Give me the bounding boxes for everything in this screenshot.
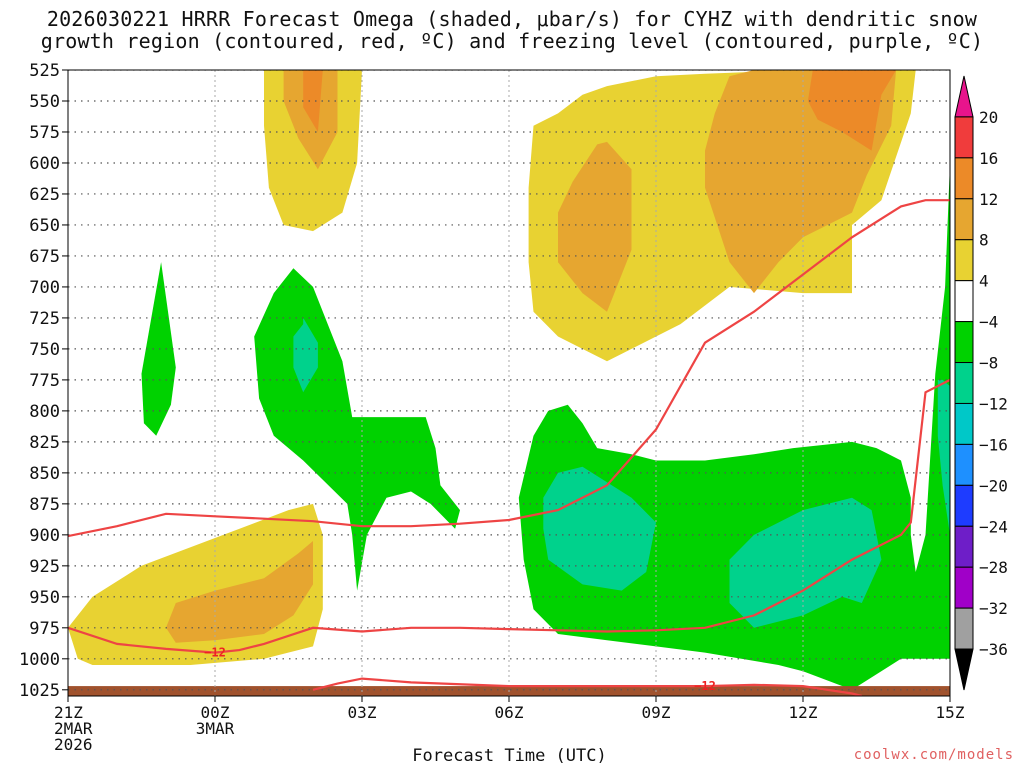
colorbar-bin-11	[954, 525, 974, 568]
colorbar-bin-7	[954, 362, 974, 404]
y-tick-label-850: 850	[29, 464, 60, 484]
colorbar-bin-6	[954, 321, 974, 364]
dgz-label-1: −12	[694, 679, 716, 693]
colorbar-bin-4	[954, 239, 974, 282]
omega-region-6	[543, 466, 656, 591]
x-tick-label--3-0: 21Z	[54, 703, 83, 722]
colorbar-bin-0	[954, 75, 974, 118]
dgz-contour-1	[68, 378, 950, 654]
x-tick-label-12-0: 12Z	[789, 703, 818, 722]
y-tick-label-525: 525	[29, 61, 60, 81]
colorbar-label-3: 8	[979, 231, 989, 250]
colorbar-label-4: 4	[979, 272, 989, 291]
y-tick-label-775: 775	[29, 371, 60, 391]
colorbar-bin-2	[954, 157, 974, 200]
y-tick-label-875: 875	[29, 495, 60, 515]
y-tick-label-1025: 1025	[19, 681, 60, 701]
chart-title-line-2: growth region (contoured, red, ºC) and f…	[40, 29, 984, 53]
y-tick-label-650: 650	[29, 216, 60, 236]
chart-title-line-1: 2026030221 HRRR Forecast Omega (shaded, …	[46, 7, 978, 31]
omega-region-8	[937, 379, 950, 535]
y-tick-label-600: 600	[29, 154, 60, 174]
colorbar-label-5: −4	[979, 313, 998, 332]
y-tick-label-975: 975	[29, 619, 60, 639]
colorbar-label-10: −24	[979, 517, 1008, 536]
colorbar-bin-8	[954, 402, 974, 445]
y-tick-label-625: 625	[29, 185, 60, 205]
omega-region-1	[166, 541, 313, 643]
x-tick-label-6-0: 06Z	[495, 703, 524, 722]
colorbar-label-12: −32	[979, 599, 1008, 618]
colorbar-bin-3	[954, 198, 974, 241]
y-tick-label-550: 550	[29, 92, 60, 112]
omega-region-11	[303, 70, 323, 132]
y-tick-label-675: 675	[29, 247, 60, 267]
y-tick-label-800: 800	[29, 402, 60, 422]
colorbar-label-11: −28	[979, 558, 1008, 577]
colorbar-bin-5	[954, 280, 974, 323]
colorbar-bin-14	[954, 648, 974, 691]
y-tick-label-900: 900	[29, 526, 60, 546]
colorbar-bin-1	[954, 116, 974, 159]
x-tick-label-0-1: 3MAR	[196, 719, 235, 738]
x-tick-label-9-0: 09Z	[642, 703, 671, 722]
y-tick-label-925: 925	[29, 557, 60, 577]
colorbar-bin-12	[954, 566, 974, 609]
colorbar-label-9: −20	[979, 476, 1008, 495]
x-tick-label-0-0: 00Z	[201, 703, 230, 722]
colorbar-label-7: −12	[979, 394, 1008, 413]
omega-region-4	[293, 317, 318, 393]
dgz-label-0: −12	[204, 646, 226, 660]
y-tick-label-950: 950	[29, 588, 60, 608]
chart-title: 2026030221 HRRR Forecast Omega (shaded, …	[0, 8, 1024, 52]
dgz-contour-0	[68, 199, 950, 538]
y-tick-label-700: 700	[29, 278, 60, 298]
y-tick-label-825: 825	[29, 433, 60, 453]
watermark: coolwx.com/models	[853, 747, 1014, 763]
x-tick-label-15-0: 15Z	[936, 703, 965, 722]
x-tick-label--3-2: 2026	[54, 735, 93, 754]
colorbar-label-6: −8	[979, 354, 998, 373]
dgz-contour-2	[312, 677, 863, 696]
omega-region-13	[558, 141, 632, 312]
y-tick-label-725: 725	[29, 309, 60, 329]
colorbar: 20 16 12 8 4 −4 −8 −12 −16 −20 −24 −28 −32 −36	[954, 75, 1008, 691]
y-tick-label-575: 575	[29, 123, 60, 143]
colorbar-bin-13	[954, 607, 974, 650]
omega-region-7	[729, 497, 882, 628]
plot-area: −12 −12	[68, 70, 950, 696]
y-tick-label-750: 750	[29, 340, 60, 360]
colorbar-label-2: 12	[979, 190, 998, 209]
omega-region-15	[807, 70, 897, 151]
colorbar-bin-9	[954, 443, 974, 486]
x-tick-label--3-1: 2MAR	[54, 719, 93, 738]
x-axis-label: Forecast Time (UTC)	[412, 746, 607, 766]
colorbar-label-8: −16	[979, 435, 1008, 454]
colorbar-label-13: −36	[979, 640, 1008, 659]
omega-region-10	[283, 70, 338, 170]
x-tick-label-3-0: 03Z	[348, 703, 377, 722]
y-tick-label-1000: 1000	[19, 650, 60, 670]
colorbar-label-0: 20	[979, 108, 998, 127]
omega-region-2	[141, 262, 176, 436]
colorbar-bin-10	[954, 484, 974, 527]
colorbar-label-1: 16	[979, 149, 998, 168]
